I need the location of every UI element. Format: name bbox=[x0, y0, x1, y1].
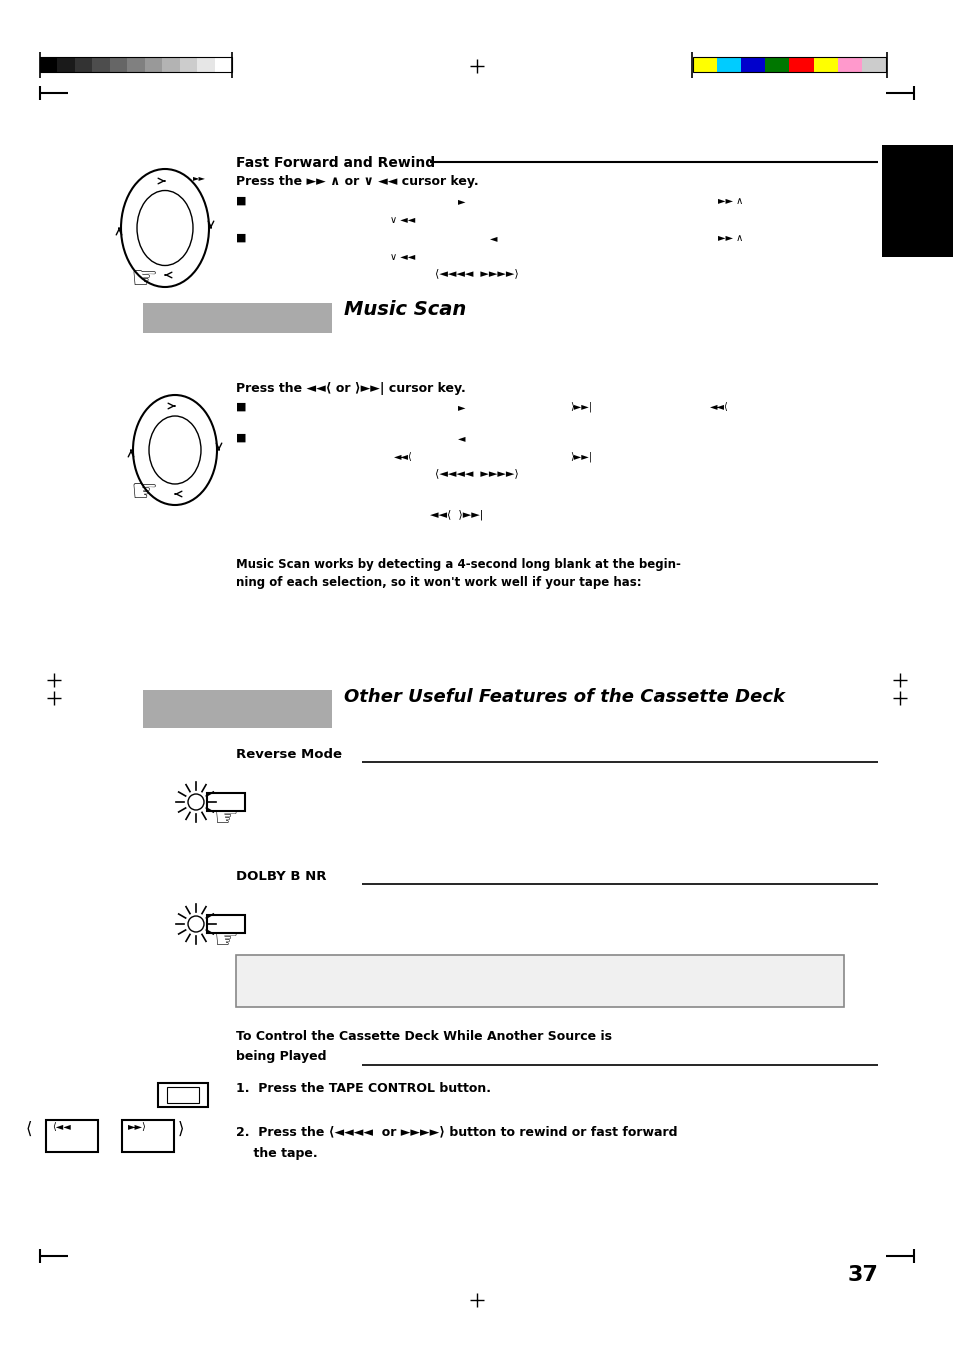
Text: ☞: ☞ bbox=[130, 478, 157, 507]
Text: ⟩►►|: ⟩►►| bbox=[569, 452, 592, 463]
Text: ►: ► bbox=[457, 196, 465, 206]
Bar bbox=[46, 1120, 98, 1152]
Text: ►► ∧: ►► ∧ bbox=[718, 196, 742, 206]
Text: being Played: being Played bbox=[235, 1050, 326, 1063]
Text: ◄◄⟨  ⟩►►|: ◄◄⟨ ⟩►►| bbox=[430, 510, 483, 521]
Text: the tape.: the tape. bbox=[235, 1147, 317, 1160]
Text: Music Scan: Music Scan bbox=[344, 299, 466, 318]
Text: 1.  Press the TAPE CONTROL button.: 1. Press the TAPE CONTROL button. bbox=[235, 1082, 491, 1095]
Text: 2.  Press the ⟨◄◄◄◄  or ►►►►⟩ button to rewind or fast forward: 2. Press the ⟨◄◄◄◄ or ►►►►⟩ button to re… bbox=[235, 1125, 677, 1139]
Bar bbox=[162, 57, 179, 71]
Bar bbox=[692, 57, 885, 71]
Text: ■: ■ bbox=[235, 402, 246, 411]
Text: To Control the Cassette Deck While Another Source is: To Control the Cassette Deck While Anoth… bbox=[235, 1031, 612, 1043]
Text: Fast Forward and Rewind: Fast Forward and Rewind bbox=[235, 156, 435, 170]
Bar bbox=[92, 57, 110, 71]
Bar bbox=[861, 57, 885, 71]
Bar bbox=[143, 304, 332, 333]
Bar bbox=[717, 57, 740, 71]
Text: Other Useful Features of the Cassette Deck: Other Useful Features of the Cassette De… bbox=[344, 688, 784, 706]
Text: DOLBY B NR: DOLBY B NR bbox=[235, 870, 326, 884]
Text: Music Scan works by detecting a 4-second long blank at the begin-: Music Scan works by detecting a 4-second… bbox=[235, 558, 680, 571]
Text: ►►⟩: ►►⟩ bbox=[128, 1122, 147, 1132]
Bar bbox=[75, 57, 92, 71]
Bar bbox=[740, 57, 764, 71]
Text: Press the ►► ∧ or ∨ ◄◄ cursor key.: Press the ►► ∧ or ∨ ◄◄ cursor key. bbox=[235, 175, 478, 188]
Text: ⟨◄◄◄◄  ►►►►⟩: ⟨◄◄◄◄ ►►►►⟩ bbox=[435, 268, 518, 278]
Bar bbox=[789, 57, 813, 71]
Text: ⟩: ⟩ bbox=[178, 1120, 184, 1139]
Text: ◄: ◄ bbox=[490, 233, 497, 243]
Bar bbox=[207, 915, 245, 934]
Text: ⟩►►|: ⟩►►| bbox=[569, 402, 592, 413]
Bar bbox=[57, 57, 75, 71]
Text: ⟨◄◄◄◄  ►►►►⟩: ⟨◄◄◄◄ ►►►►⟩ bbox=[435, 468, 518, 478]
Bar bbox=[167, 1087, 199, 1103]
Text: ►►: ►► bbox=[193, 173, 206, 182]
Bar bbox=[179, 57, 197, 71]
Bar bbox=[235, 955, 843, 1006]
Bar bbox=[122, 1120, 173, 1152]
Text: ∨ ◄◄: ∨ ◄◄ bbox=[390, 252, 415, 262]
Text: ◄◄⟨: ◄◄⟨ bbox=[709, 402, 728, 411]
Text: ☞: ☞ bbox=[213, 925, 238, 954]
Bar bbox=[882, 144, 953, 258]
Text: ■: ■ bbox=[235, 233, 246, 243]
Text: ⟨◄◄: ⟨◄◄ bbox=[52, 1122, 71, 1132]
Text: ning of each selection, so it won't work well if your tape has:: ning of each selection, so it won't work… bbox=[235, 576, 641, 590]
Text: ■: ■ bbox=[235, 196, 246, 206]
Text: ☞: ☞ bbox=[213, 804, 238, 832]
Bar bbox=[110, 57, 127, 71]
Text: ■: ■ bbox=[235, 433, 246, 442]
Text: ∨ ◄◄: ∨ ◄◄ bbox=[390, 214, 415, 225]
Text: ⟨: ⟨ bbox=[26, 1120, 32, 1139]
Bar bbox=[837, 57, 861, 71]
Bar bbox=[158, 1083, 208, 1108]
Bar bbox=[214, 57, 232, 71]
Bar bbox=[127, 57, 145, 71]
Text: Reverse Mode: Reverse Mode bbox=[235, 747, 341, 761]
Text: ☞: ☞ bbox=[130, 264, 157, 294]
Text: ◄: ◄ bbox=[457, 433, 465, 442]
Bar bbox=[40, 57, 232, 71]
Bar bbox=[197, 57, 214, 71]
Bar bbox=[764, 57, 789, 71]
Text: ►► ∧: ►► ∧ bbox=[718, 233, 742, 243]
Text: 37: 37 bbox=[846, 1265, 877, 1286]
Text: ◄◄⟨: ◄◄⟨ bbox=[394, 452, 413, 461]
Text: Press the ◄◄⟨ or ⟩►►| cursor key.: Press the ◄◄⟨ or ⟩►►| cursor key. bbox=[235, 382, 465, 395]
Bar bbox=[207, 793, 245, 811]
Text: ►: ► bbox=[457, 402, 465, 411]
Bar bbox=[813, 57, 837, 71]
Bar bbox=[692, 57, 717, 71]
Bar bbox=[145, 57, 162, 71]
Bar bbox=[40, 57, 57, 71]
Bar bbox=[143, 689, 332, 728]
